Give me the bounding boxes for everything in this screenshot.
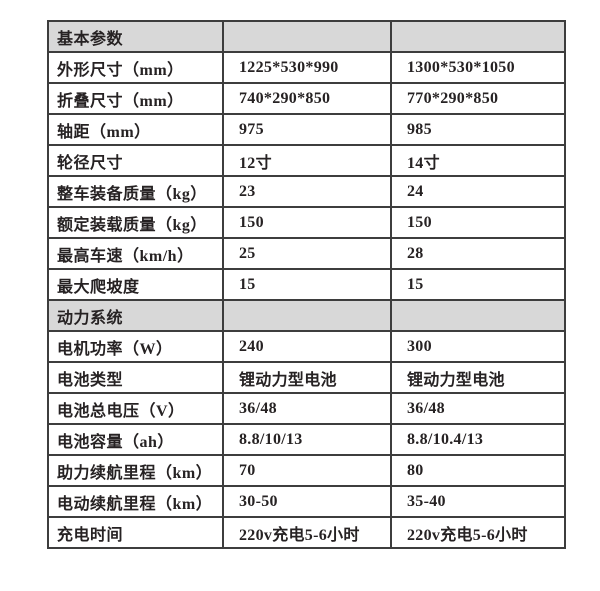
table-row: 整车装备质量（kg） 23 24: [47, 175, 566, 208]
table-row: 电机功率（W） 240 300: [47, 330, 566, 363]
model1-value-cell: [222, 20, 392, 53]
param-label-cell: 电池总电压（V）: [47, 392, 224, 425]
model1-value-cell: 8.8/10/13: [222, 423, 392, 456]
param-label-cell: 基本参数: [47, 20, 224, 53]
table-row: 折叠尺寸（mm） 740*290*850 770*290*850: [47, 82, 566, 115]
model2-value-cell: 锂动力型电池: [390, 361, 566, 394]
model1-value-cell: 23: [222, 175, 392, 208]
model2-value-cell: 300: [390, 330, 566, 363]
param-label-cell: 电动续航里程（km）: [47, 485, 224, 518]
table-row: 轴距（mm） 975 985: [47, 113, 566, 146]
param-label-cell: 整车装备质量（kg）: [47, 175, 224, 208]
model2-value-cell: 35-40: [390, 485, 566, 518]
model1-value-cell: 70: [222, 454, 392, 487]
param-label-cell: 外形尺寸（mm）: [47, 51, 224, 84]
model1-value-cell: 36/48: [222, 392, 392, 425]
table-row: 助力续航里程（km） 70 80: [47, 454, 566, 487]
model2-value-cell: 8.8/10.4/13: [390, 423, 566, 456]
param-label-cell: 电机功率（W）: [47, 330, 224, 363]
model2-value-cell: [390, 20, 566, 53]
param-label-cell: 充电时间: [47, 516, 224, 549]
table-row: 电池容量（ah） 8.8/10/13 8.8/10.4/13: [47, 423, 566, 456]
param-label-cell: 轮径尺寸: [47, 144, 224, 177]
param-label-cell: 轴距（mm）: [47, 113, 224, 146]
spec-table-body: 基本参数 外形尺寸（mm） 1225*530*990 1300*530*1050…: [47, 20, 566, 549]
table-row: 额定装载质量（kg） 150 150: [47, 206, 566, 239]
model2-value-cell: 14寸: [390, 144, 566, 177]
param-label-cell: 额定装载质量（kg）: [47, 206, 224, 239]
model2-value-cell: 1300*530*1050: [390, 51, 566, 84]
table-row: 轮径尺寸 12寸 14寸: [47, 144, 566, 177]
table-row: 充电时间 220v充电5-6小时 220v充电5-6小时: [47, 516, 566, 549]
table-row: 电池总电压（V） 36/48 36/48: [47, 392, 566, 425]
param-label-cell: 最高车速（km/h）: [47, 237, 224, 270]
model1-value-cell: 240: [222, 330, 392, 363]
model1-value-cell: 220v充电5-6小时: [222, 516, 392, 549]
model1-value-cell: [222, 299, 392, 332]
table-row: 电动续航里程（km） 30-50 35-40: [47, 485, 566, 518]
model1-value-cell: 12寸: [222, 144, 392, 177]
param-label-cell: 最大爬坡度: [47, 268, 224, 301]
model2-value-cell: 28: [390, 237, 566, 270]
model2-value-cell: 15: [390, 268, 566, 301]
section-header-row: 动力系统: [47, 299, 566, 332]
section-header-row: 基本参数: [47, 20, 566, 53]
model2-value-cell: 770*290*850: [390, 82, 566, 115]
model1-value-cell: 30-50: [222, 485, 392, 518]
table-row: 最高车速（km/h） 25 28: [47, 237, 566, 270]
model2-value-cell: [390, 299, 566, 332]
param-label-cell: 动力系统: [47, 299, 224, 332]
model1-value-cell: 1225*530*990: [222, 51, 392, 84]
table-row: 外形尺寸（mm） 1225*530*990 1300*530*1050: [47, 51, 566, 84]
model1-value-cell: 740*290*850: [222, 82, 392, 115]
model1-value-cell: 150: [222, 206, 392, 239]
table-row: 最大爬坡度 15 15: [47, 268, 566, 301]
model1-value-cell: 25: [222, 237, 392, 270]
param-label-cell: 电池容量（ah）: [47, 423, 224, 456]
param-label-cell: 电池类型: [47, 361, 224, 394]
model1-value-cell: 15: [222, 268, 392, 301]
model1-value-cell: 975: [222, 113, 392, 146]
model1-value-cell: 锂动力型电池: [222, 361, 392, 394]
model2-value-cell: 220v充电5-6小时: [390, 516, 566, 549]
model2-value-cell: 985: [390, 113, 566, 146]
model2-value-cell: 80: [390, 454, 566, 487]
model2-value-cell: 150: [390, 206, 566, 239]
model2-value-cell: 24: [390, 175, 566, 208]
table-row: 电池类型 锂动力型电池 锂动力型电池: [47, 361, 566, 394]
param-label-cell: 折叠尺寸（mm）: [47, 82, 224, 115]
spec-table: 基本参数 外形尺寸（mm） 1225*530*990 1300*530*1050…: [47, 20, 566, 549]
param-label-cell: 助力续航里程（km）: [47, 454, 224, 487]
model2-value-cell: 36/48: [390, 392, 566, 425]
